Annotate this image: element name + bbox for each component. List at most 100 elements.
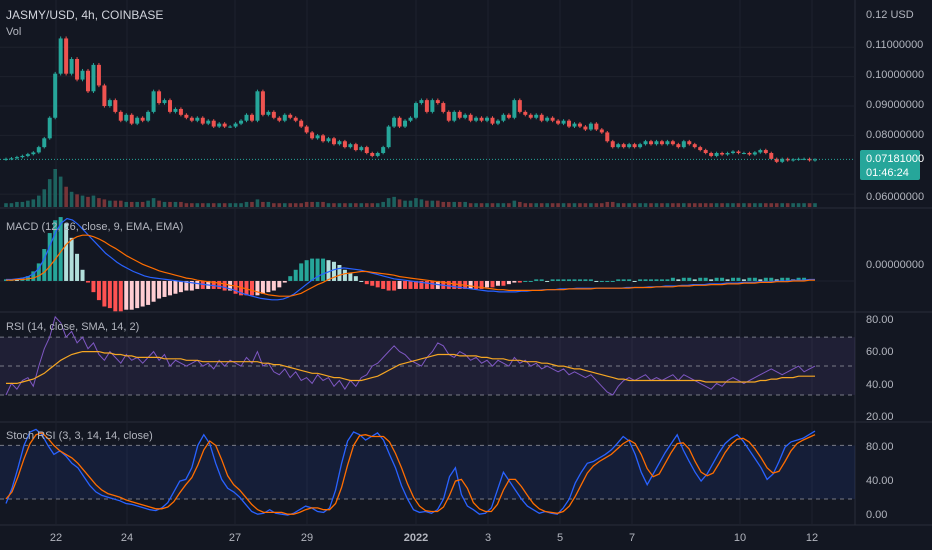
macd-histogram-bar <box>14 279 19 281</box>
time-label: 5 <box>557 532 563 544</box>
stoch-rsi-legend[interactable]: Stoch RSI (3, 3, 14, 14, close) <box>6 430 153 442</box>
candle-body <box>129 114 134 124</box>
candle-body <box>430 100 435 112</box>
macd-histogram-bar <box>200 280 205 289</box>
volume-legend[interactable]: Vol <box>6 26 21 38</box>
volume-bar <box>304 201 309 207</box>
volume-bar <box>528 203 533 207</box>
volume-bar <box>15 201 19 207</box>
candle-body <box>36 147 41 153</box>
candle-body <box>698 147 703 151</box>
candle-body <box>20 155 25 158</box>
volume-bar <box>124 201 129 207</box>
candle-body <box>25 154 30 156</box>
volume-bar <box>47 179 52 207</box>
symbol-title[interactable]: JASMY/USD, 4h, COINBASE <box>6 8 163 22</box>
candle-body <box>523 111 528 115</box>
volume-bar <box>222 203 227 207</box>
volume-bar <box>162 201 167 207</box>
candle-body <box>752 152 757 155</box>
macd-histogram-bar <box>627 279 632 281</box>
candle-body <box>692 144 697 148</box>
macd-histogram-bar <box>610 280 615 282</box>
rsi-legend[interactable]: RSI (14, close, SMA, 14, 2) <box>6 321 139 333</box>
volume-bar <box>742 203 746 207</box>
macd-histogram-bar <box>643 279 648 281</box>
macd-histogram-bar <box>266 280 271 293</box>
candle-body <box>9 158 14 160</box>
macd-histogram-bar <box>271 280 276 291</box>
time-label: 7 <box>629 532 635 544</box>
macd-histogram-bar <box>107 280 112 309</box>
candle-body <box>621 144 626 148</box>
volume-bar <box>293 203 298 207</box>
macd-legend[interactable]: MACD (12, 26, close, 9, EMA, EMA) <box>6 221 183 233</box>
candle-body <box>326 138 331 142</box>
price-tick: 0.11000000 <box>866 39 923 51</box>
candle-body <box>173 108 178 112</box>
candle-body <box>386 126 391 148</box>
macd-histogram-bar <box>124 280 129 310</box>
volume-bar <box>392 196 396 207</box>
macd-histogram-bar <box>249 280 254 296</box>
volume-bar <box>408 200 413 207</box>
macd-histogram-bar <box>403 280 408 289</box>
volume-bar <box>785 203 790 207</box>
candle-body <box>517 100 522 112</box>
candle-body <box>605 132 610 142</box>
volume-bar <box>736 203 741 207</box>
candle-body <box>703 150 708 153</box>
stoch-rsi-pane <box>0 428 855 516</box>
macd-histogram-bar <box>151 280 156 302</box>
macd-histogram-bar <box>315 258 320 281</box>
candle-body <box>638 144 643 148</box>
candle-body <box>709 153 714 156</box>
macd-histogram-bar <box>490 280 495 288</box>
rsi-tick: 40.00 <box>866 379 894 391</box>
volume-bar <box>277 203 282 207</box>
volume-bar <box>725 203 730 207</box>
macd-tick: 0.00000000 <box>866 259 924 271</box>
volume-bar <box>769 203 774 207</box>
candle-body <box>146 111 151 121</box>
macd-histogram-bar <box>47 233 52 281</box>
candle-body <box>266 111 271 115</box>
macd-histogram-bar <box>769 277 774 281</box>
volume-bar <box>135 201 139 207</box>
volume-bar <box>654 203 659 207</box>
volume-bar <box>774 203 779 207</box>
volume-bar <box>714 203 719 207</box>
macd-histogram-bar <box>424 280 429 289</box>
candle-body <box>632 144 637 148</box>
candle-body <box>463 114 468 118</box>
macd-histogram-bar <box>178 280 183 293</box>
candle-body <box>107 100 112 106</box>
volume-bar <box>42 189 47 207</box>
macd-histogram-bar <box>654 279 659 281</box>
volume-bar <box>97 198 101 207</box>
macd-histogram-bar <box>599 280 604 282</box>
volume-bar <box>397 199 402 207</box>
volume-bar <box>534 203 539 207</box>
candle-body <box>474 117 479 121</box>
macd-histogram-bar <box>118 280 123 312</box>
macd-histogram-bar <box>698 277 703 281</box>
volume-bar <box>184 203 189 207</box>
volume-bar <box>479 203 484 207</box>
macd-histogram-bar <box>304 260 309 281</box>
volume-bar <box>703 203 708 207</box>
volume-bar <box>594 203 599 207</box>
macd-histogram-bar <box>736 277 741 281</box>
candle-body <box>490 117 495 124</box>
candle-body <box>157 91 162 104</box>
macd-histogram-bar <box>69 237 74 281</box>
macd-histogram-bar <box>632 280 637 282</box>
candle-body <box>31 152 36 155</box>
volume-bar <box>687 203 692 207</box>
macd-histogram-bar <box>353 276 358 281</box>
candle-body <box>780 158 785 162</box>
candle-body <box>69 59 74 74</box>
candle-body <box>288 114 293 118</box>
volume-bar <box>337 203 342 207</box>
